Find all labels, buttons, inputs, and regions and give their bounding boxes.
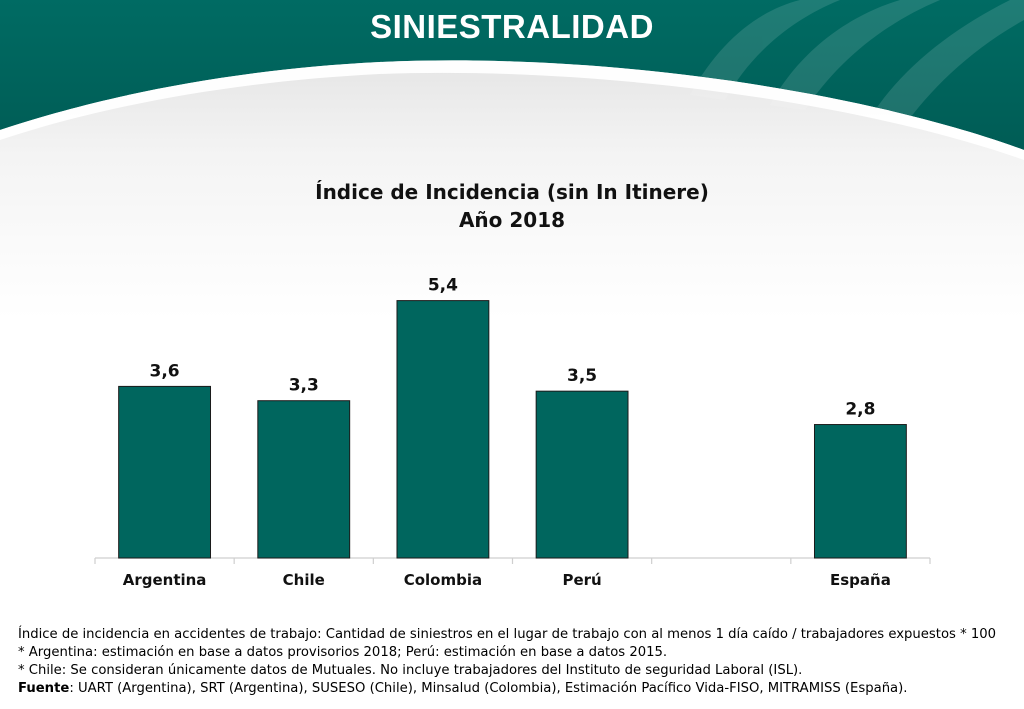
footnotes: Índice de incidencia en accidentes de tr…	[18, 626, 1018, 698]
note-definition: Índice de incidencia en accidentes de tr…	[18, 627, 997, 642]
chart-subtitle: Año 2018	[458, 208, 566, 232]
bar-chart: 3,6 Argentina 3,3 Chile 5,4 Colombia 3,5 Perú 2,…	[94, 276, 931, 589]
chart-grid	[94, 557, 931, 564]
x-tick-label: Chile	[283, 571, 325, 589]
x-tick-label: España	[830, 571, 891, 589]
chart-title: Índice de Incidencia (sin In Itinere) Añ…	[0, 178, 1024, 234]
data-label: 3,5	[567, 366, 597, 386]
slide-title: SINIESTRALIDAD	[370, 8, 654, 45]
decorative-swoosh-icon	[690, 0, 1024, 125]
note-source: Fuente: UART (Argentina), SRT (Argentina…	[18, 680, 1018, 698]
data-label: 3,3	[289, 376, 319, 396]
bar-perú	[535, 390, 629, 559]
bar-colombia	[396, 300, 490, 559]
note-argentina: * Argentina: estimación en base a datos …	[18, 645, 668, 660]
x-tick-label: Colombia	[404, 571, 482, 589]
bar-españa	[813, 424, 907, 559]
bar-argentina	[118, 385, 212, 559]
x-tick-label: Argentina	[123, 571, 207, 589]
x-tick-label: Perú	[562, 571, 601, 589]
chart-title-main: Índice de Incidencia (sin In Itinere)	[315, 180, 709, 204]
source-text: : UART (Argentina), SRT (Argentina), SUS…	[69, 681, 908, 696]
bar-chile	[257, 400, 351, 559]
data-label: 2,8	[845, 400, 875, 420]
source-label: Fuente	[18, 681, 70, 696]
chart-bars	[118, 300, 907, 559]
data-label: 5,4	[428, 276, 458, 296]
header-band	[0, 0, 1024, 160]
note-chile: * Chile: Se consideran únicamente datos …	[18, 663, 803, 678]
data-label: 3,6	[150, 361, 180, 381]
chart-labels: 3,6 Argentina 3,3 Chile 5,4 Colombia 3,5 Perú 2,…	[123, 276, 891, 589]
